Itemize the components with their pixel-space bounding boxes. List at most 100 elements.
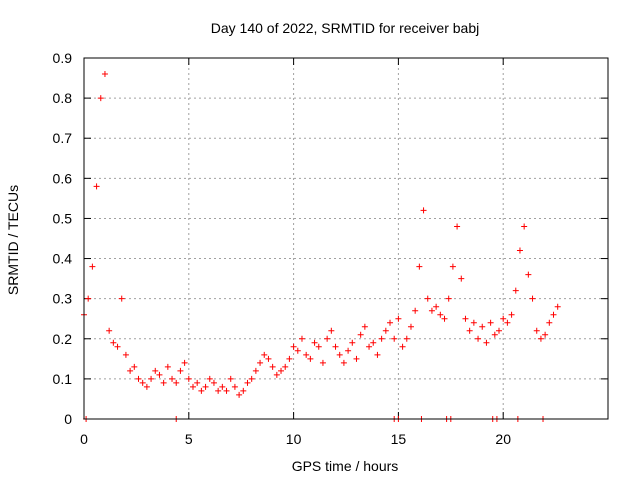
data-point (240, 387, 247, 394)
data-points (81, 71, 561, 422)
grid (84, 58, 608, 419)
data-point (164, 363, 171, 370)
data-point (286, 355, 293, 362)
y-tick-label: 0.5 (53, 210, 73, 226)
y-tick-label: 0.2 (53, 331, 73, 347)
data-point (139, 379, 146, 386)
data-point (546, 319, 553, 326)
data-point (525, 271, 532, 278)
data-point (458, 275, 465, 282)
data-point (340, 359, 347, 366)
y-axis-label: SRMTID / TECUs (5, 185, 21, 295)
data-point (294, 347, 301, 354)
data-point (353, 355, 360, 362)
data-point (273, 371, 280, 378)
data-point (169, 375, 176, 382)
data-point (152, 367, 159, 374)
data-point (508, 311, 515, 318)
data-point (160, 379, 167, 386)
data-point (311, 339, 318, 346)
data-point (466, 327, 473, 334)
x-tick-label: 0 (80, 431, 88, 447)
data-point (504, 319, 511, 326)
data-point (131, 363, 138, 370)
y-axis-ticks: 0 0.1 0.2 0.3 0.4 0.5 0.6 0.7 0.8 0.9 (53, 50, 608, 427)
data-point (265, 355, 272, 362)
data-point (470, 319, 477, 326)
data-point (399, 343, 406, 350)
data-point (370, 339, 377, 346)
data-point (227, 375, 234, 382)
data-point (441, 315, 448, 322)
data-point (215, 387, 222, 394)
data-point (382, 327, 389, 334)
data-point (185, 375, 192, 382)
data-point (319, 359, 326, 366)
data-point (122, 351, 129, 358)
data-point (533, 327, 540, 334)
data-point (516, 247, 523, 254)
data-point (483, 339, 490, 346)
data-point (206, 375, 213, 382)
data-point (261, 351, 268, 358)
x-tick-label: 5 (185, 431, 193, 447)
data-point (475, 335, 482, 342)
data-point (416, 263, 423, 270)
x-tick-label: 20 (495, 431, 511, 447)
y-tick-label: 0 (64, 411, 72, 427)
data-point (282, 363, 289, 370)
data-point (303, 351, 310, 358)
x-tick-label: 10 (286, 431, 302, 447)
data-point (315, 343, 322, 350)
data-point (462, 315, 469, 322)
data-point (194, 379, 201, 386)
data-point (118, 295, 125, 302)
data-point (97, 95, 104, 102)
data-point (156, 371, 163, 378)
plot-border (83, 57, 609, 420)
y-tick-label: 0.3 (53, 291, 73, 307)
chart-title: Day 140 of 2022, SRMTID for receiver bab… (211, 20, 479, 36)
data-point (298, 335, 305, 342)
data-point (437, 311, 444, 318)
x-tick-label: 15 (391, 431, 407, 447)
x-axis-ticks: 0 5 10 15 20 (80, 58, 511, 447)
data-point (252, 367, 259, 374)
y-tick-label: 0.6 (53, 170, 73, 186)
data-point (449, 263, 456, 270)
data-point (412, 307, 419, 314)
data-point (189, 383, 196, 390)
data-point (387, 319, 394, 326)
data-point (403, 335, 410, 342)
data-point (378, 335, 385, 342)
y-tick-label: 0.4 (53, 251, 73, 267)
data-point (454, 223, 461, 230)
data-point (135, 375, 142, 382)
data-point (236, 391, 243, 398)
data-point (307, 355, 314, 362)
data-point (106, 327, 113, 334)
data-point (290, 343, 297, 350)
data-point (328, 327, 335, 334)
data-point (500, 315, 507, 322)
data-point (512, 287, 519, 294)
data-point (219, 383, 226, 390)
data-point (366, 343, 373, 350)
data-point (537, 335, 544, 342)
data-point (542, 331, 549, 338)
data-point (361, 323, 368, 330)
data-point (420, 207, 427, 214)
data-point (93, 183, 100, 190)
data-point (257, 359, 264, 366)
data-point (110, 339, 117, 346)
data-point (210, 379, 217, 386)
data-point (332, 343, 339, 350)
data-point (85, 295, 92, 302)
data-point (357, 331, 364, 338)
data-point (181, 359, 188, 366)
x-axis-label: GPS time / hours (292, 458, 399, 474)
data-point (269, 363, 276, 370)
data-point (278, 367, 285, 374)
data-point (223, 387, 230, 394)
data-point (324, 335, 331, 342)
